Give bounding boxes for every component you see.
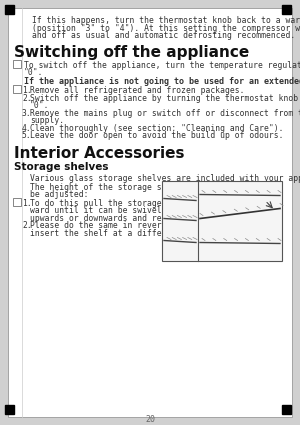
Bar xyxy=(5,5,14,14)
Text: ward until it can be swivelled: ward until it can be swivelled xyxy=(30,206,176,215)
Text: 5.: 5. xyxy=(22,131,32,140)
Text: The height of the storage shelves can: The height of the storage shelves can xyxy=(30,182,210,192)
Text: Interior Accessories: Interior Accessories xyxy=(14,147,184,162)
Text: Remove all refrigerated and frozen packages.: Remove all refrigerated and frozen packa… xyxy=(30,86,244,95)
Bar xyxy=(13,85,21,93)
Text: "0".: "0". xyxy=(24,68,44,77)
Bar xyxy=(13,60,21,68)
Text: Clean thoroughly (see section: "Cleaning and Care").: Clean thoroughly (see section: "Cleaning… xyxy=(30,124,284,133)
Text: supply.: supply. xyxy=(30,116,64,125)
Text: 2.: 2. xyxy=(22,221,32,230)
Text: 20: 20 xyxy=(145,415,155,424)
Text: 4.: 4. xyxy=(22,124,32,133)
Text: (position "3" to "4"). At this setting the compressor will be switched on: (position "3" to "4"). At this setting t… xyxy=(32,23,300,32)
Text: Leave the door open to avoid the build up of odours.: Leave the door open to avoid the build u… xyxy=(30,131,284,140)
Text: 1.: 1. xyxy=(22,86,32,95)
Text: "0".: "0". xyxy=(30,101,50,110)
Text: be adjusted:: be adjusted: xyxy=(30,190,88,199)
Text: and off as usual and automatic defrosting recommenced.: and off as usual and automatic defrostin… xyxy=(32,31,295,40)
Text: Switch off the appliance by turning the thermostat knob to position: Switch off the appliance by turning the … xyxy=(30,94,300,102)
Bar xyxy=(282,5,291,14)
Text: If this happens, turn the thermostat knob back to a warmer setting: If this happens, turn the thermostat kno… xyxy=(32,16,300,25)
Bar xyxy=(13,198,21,206)
Text: Storage shelves: Storage shelves xyxy=(14,162,109,173)
Text: 3.: 3. xyxy=(22,108,32,117)
Bar xyxy=(162,181,282,261)
Text: Switching off the appliance: Switching off the appliance xyxy=(14,45,249,60)
Text: To switch off the appliance, turn the temperature regulator to position: To switch off the appliance, turn the te… xyxy=(24,60,300,70)
Text: Please do the same in reverse to: Please do the same in reverse to xyxy=(30,221,186,230)
Text: Various glass storage shelves are included with your appliance.: Various glass storage shelves are includ… xyxy=(30,173,300,182)
Text: insert the shelf at a different height.: insert the shelf at a different height. xyxy=(30,229,220,238)
Text: upwards or downwards and removed.: upwards or downwards and removed. xyxy=(30,213,191,223)
Text: 1.: 1. xyxy=(22,198,32,207)
Bar xyxy=(5,405,14,414)
Text: Remove the mains plug or switch off or disconnect from the electricity: Remove the mains plug or switch off or d… xyxy=(30,108,300,117)
Bar xyxy=(282,405,291,414)
Text: To do this pull the storage shelf for-: To do this pull the storage shelf for- xyxy=(30,198,215,207)
Text: If the appliance is not going to be used for an extended period:: If the appliance is not going to be used… xyxy=(24,77,300,86)
Text: 2.: 2. xyxy=(22,94,32,102)
